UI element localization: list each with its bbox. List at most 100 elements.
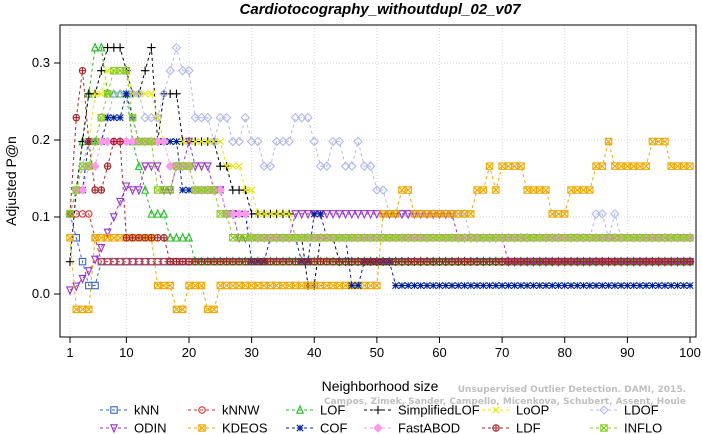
point-ldf bbox=[442, 257, 450, 266]
point-ldf bbox=[366, 257, 375, 266]
point-kdeos bbox=[235, 281, 243, 290]
point-ldf bbox=[323, 257, 331, 266]
legend-marker-simplifiedlof bbox=[373, 405, 383, 415]
point-kdeos bbox=[391, 210, 400, 218]
point-ldf bbox=[460, 257, 469, 266]
point-odin bbox=[404, 210, 413, 220]
point-cof bbox=[486, 281, 494, 290]
point-ldf bbox=[567, 257, 575, 266]
point-lof bbox=[97, 42, 106, 52]
point-ldof bbox=[296, 112, 307, 123]
point-simplifiedlof bbox=[115, 43, 125, 52]
point-ldf bbox=[254, 257, 262, 266]
point-inflo bbox=[91, 137, 99, 146]
point-odin bbox=[84, 267, 93, 277]
point-ldf bbox=[160, 234, 168, 242]
point-odin bbox=[78, 274, 87, 284]
point-odin bbox=[291, 210, 300, 220]
point-ldf bbox=[291, 257, 300, 266]
point-odin bbox=[103, 228, 112, 238]
y-tick-label: 0.0 bbox=[32, 286, 50, 301]
point-ldof bbox=[597, 209, 608, 219]
point-loop bbox=[204, 137, 212, 146]
point-kdeos bbox=[110, 234, 118, 242]
point-cof bbox=[504, 281, 512, 290]
y-tick-label: 0.2 bbox=[32, 132, 50, 147]
point-cof bbox=[110, 114, 118, 122]
x-tick-label: 70 bbox=[495, 345, 509, 360]
point-ldf bbox=[598, 257, 607, 266]
legend-item-knnw: kNNW bbox=[188, 403, 260, 418]
series-ldf bbox=[66, 66, 694, 266]
point-kdeos bbox=[492, 186, 500, 194]
point-ldof bbox=[246, 136, 257, 147]
point-ldof bbox=[184, 65, 194, 76]
point-ldof bbox=[140, 112, 150, 123]
point-ldf bbox=[285, 257, 293, 266]
point-loop bbox=[241, 186, 249, 194]
point-ldf bbox=[410, 257, 419, 266]
point-ldf bbox=[573, 257, 582, 266]
point-kdeos bbox=[598, 162, 607, 170]
point-knnw bbox=[85, 210, 93, 218]
point-cof bbox=[448, 281, 456, 290]
legend-label-inflo: INFLO bbox=[624, 421, 662, 434]
point-ldf bbox=[548, 257, 556, 266]
point-inflo bbox=[128, 113, 137, 122]
point-ldf bbox=[648, 257, 657, 266]
point-fastabod bbox=[159, 136, 169, 147]
plot-frame bbox=[59, 24, 697, 338]
point-ldf bbox=[617, 257, 625, 266]
y-axis-label: Adjusted P@n bbox=[3, 136, 19, 226]
point-ldf bbox=[279, 257, 287, 266]
point-ldof bbox=[328, 136, 338, 147]
point-odin bbox=[354, 210, 363, 220]
legend-label-cof: COF bbox=[320, 421, 348, 434]
point-ldof bbox=[340, 161, 351, 171]
point-cof bbox=[467, 281, 475, 290]
point-loop bbox=[229, 162, 237, 170]
point-ldf bbox=[272, 257, 281, 266]
point-kdeos bbox=[210, 305, 218, 314]
point-cof bbox=[392, 281, 400, 290]
point-cof bbox=[680, 281, 688, 290]
point-cof bbox=[561, 281, 569, 290]
point-loop bbox=[260, 210, 268, 218]
point-ldof bbox=[253, 136, 263, 147]
point-kdeos bbox=[166, 281, 174, 290]
point-ldf bbox=[579, 257, 588, 266]
legend-marker-kdeos bbox=[198, 424, 206, 432]
x-tick-label: 1 bbox=[66, 345, 73, 360]
point-simplifiedlof bbox=[65, 257, 75, 266]
point-cof bbox=[179, 186, 187, 194]
legend-label-fastabod: FastABOD bbox=[398, 421, 460, 434]
point-simplifiedlof bbox=[147, 43, 156, 52]
point-inflo bbox=[85, 162, 93, 170]
point-ldof bbox=[115, 89, 125, 99]
point-odin bbox=[303, 210, 313, 220]
point-ldf bbox=[454, 257, 463, 266]
point-ldf bbox=[304, 257, 312, 266]
point-odin bbox=[97, 244, 106, 254]
point-kdeos bbox=[642, 162, 650, 170]
point-kdeos bbox=[216, 281, 225, 290]
point-ldf bbox=[229, 257, 237, 266]
point-ldof bbox=[309, 136, 320, 147]
citation-line-1: Unsupervised Outlier Detection. DAMI, 20… bbox=[457, 385, 686, 395]
point-inflo bbox=[97, 113, 106, 122]
point-ldf bbox=[523, 257, 531, 266]
point-fastabod bbox=[240, 209, 251, 219]
point-cof bbox=[623, 281, 631, 290]
legend-label-loop: LoOP bbox=[516, 403, 549, 418]
point-ldf bbox=[404, 257, 412, 266]
point-cof bbox=[122, 90, 130, 98]
point-cof bbox=[529, 281, 538, 290]
point-kdeos bbox=[479, 186, 488, 194]
legend-label-ldf: LDF bbox=[516, 421, 541, 434]
point-cof bbox=[630, 281, 638, 290]
x-tick-label: 30 bbox=[244, 345, 258, 360]
point-odin bbox=[203, 162, 212, 172]
point-cof bbox=[498, 281, 506, 290]
point-kdeos bbox=[197, 281, 206, 290]
point-ldf bbox=[435, 257, 444, 266]
